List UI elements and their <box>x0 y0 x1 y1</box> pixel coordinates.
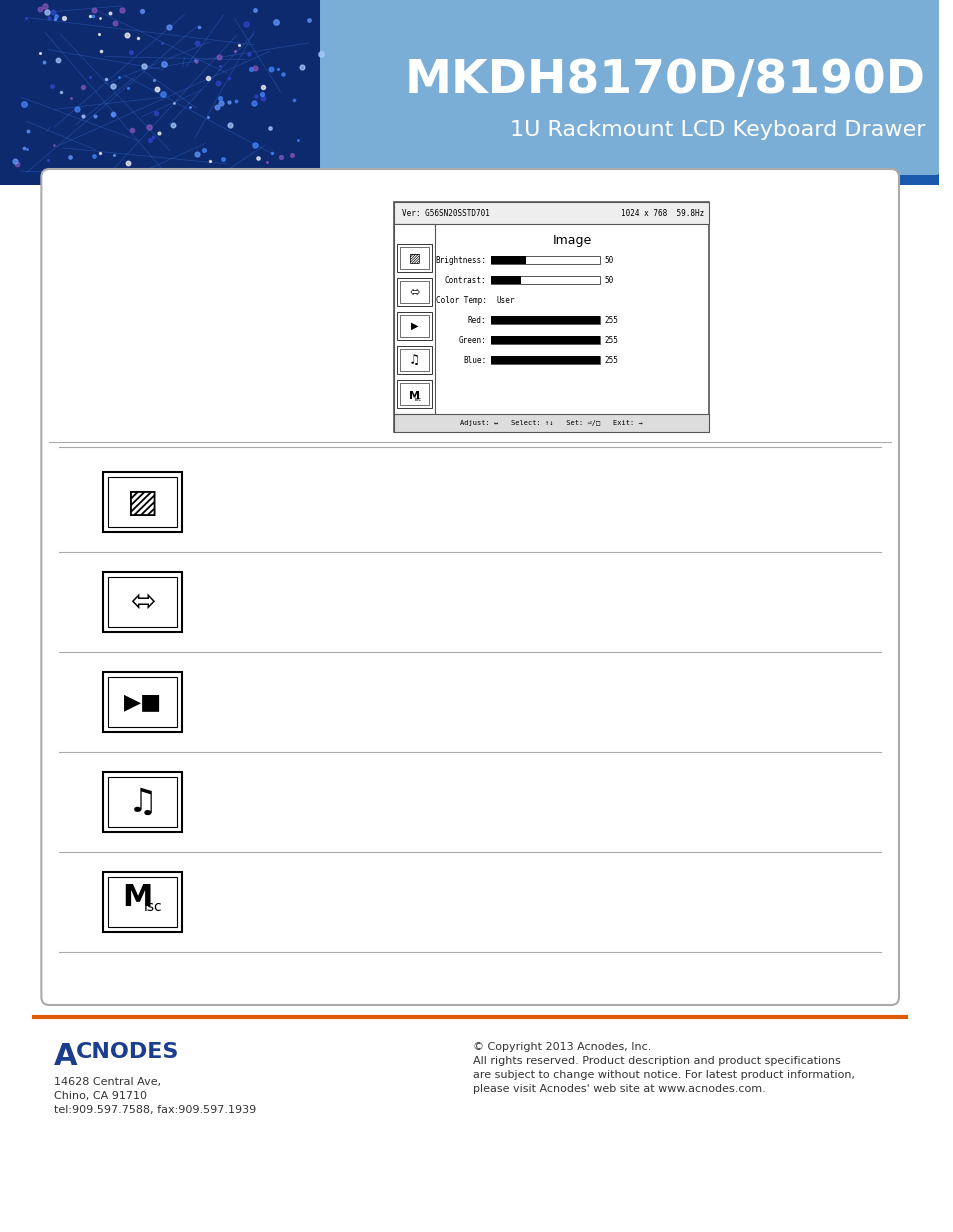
Bar <box>396 312 432 340</box>
Bar <box>103 671 182 732</box>
Text: Contrast:: Contrast: <box>444 276 486 285</box>
Text: Adjust: ↔   Select: ↑↓   Set: ⏎/□   Exit: →: Adjust: ↔ Select: ↑↓ Set: ⏎/□ Exit: → <box>459 420 642 426</box>
Bar <box>394 202 708 432</box>
Text: Ver: G56SN20SSTD701: Ver: G56SN20SSTD701 <box>401 208 489 218</box>
Bar <box>0 0 939 185</box>
Text: Color Temp:: Color Temp: <box>436 296 486 304</box>
Bar <box>103 472 182 532</box>
Text: ▶: ▶ <box>411 322 417 331</box>
Text: CNODES: CNODES <box>75 1042 179 1062</box>
Text: Red:: Red: <box>467 315 486 324</box>
Text: 1U Rackmount LCD Keyboard Drawer: 1U Rackmount LCD Keyboard Drawer <box>510 120 924 140</box>
Bar <box>109 477 177 527</box>
Text: User: User <box>496 296 515 304</box>
Bar <box>491 276 599 285</box>
Text: MKDH8170D/8190D: MKDH8170D/8190D <box>404 58 924 102</box>
Bar <box>103 872 182 931</box>
Text: ▨: ▨ <box>127 485 158 519</box>
Bar <box>109 577 177 627</box>
Bar <box>103 572 182 632</box>
Text: isc: isc <box>415 397 422 402</box>
Text: ♫: ♫ <box>409 354 419 366</box>
Text: 255: 255 <box>604 315 618 324</box>
Text: ▶■: ▶■ <box>124 692 162 712</box>
Text: ▨: ▨ <box>408 251 420 265</box>
Text: 50: 50 <box>604 276 613 285</box>
Bar <box>396 379 432 408</box>
Text: Brightness:: Brightness: <box>436 255 486 265</box>
Bar <box>491 336 599 344</box>
Bar <box>394 414 708 432</box>
Text: ♫: ♫ <box>128 786 157 818</box>
Text: 50: 50 <box>604 255 613 265</box>
Text: isc: isc <box>143 901 162 914</box>
Bar <box>394 224 435 414</box>
Bar <box>491 356 599 363</box>
Bar <box>491 336 599 344</box>
Bar <box>109 678 177 727</box>
Text: A: A <box>54 1042 78 1071</box>
Bar <box>491 356 599 363</box>
Bar <box>399 349 429 371</box>
Bar <box>396 346 432 375</box>
Text: 14628 Central Ave,
Chino, CA 91710
tel:909.597.7588, fax:909.597.1939: 14628 Central Ave, Chino, CA 91710 tel:9… <box>54 1077 256 1115</box>
Bar <box>103 772 182 832</box>
Text: ⬄: ⬄ <box>130 588 155 616</box>
Bar <box>491 315 599 324</box>
FancyBboxPatch shape <box>41 169 898 1005</box>
Text: M: M <box>409 391 419 400</box>
Text: ⬄: ⬄ <box>409 286 419 298</box>
Bar <box>396 278 432 306</box>
Bar <box>491 256 599 264</box>
Bar <box>491 276 520 285</box>
Bar <box>0 0 344 185</box>
Bar <box>491 315 599 324</box>
Bar <box>399 281 429 303</box>
Text: Green:: Green: <box>458 335 486 345</box>
Text: 1024 x 768  59.8Hz: 1024 x 768 59.8Hz <box>620 208 703 218</box>
Bar <box>491 256 525 264</box>
Text: Blue:: Blue: <box>463 356 486 365</box>
Bar <box>109 877 177 926</box>
Bar <box>109 777 177 827</box>
Text: © Copyright 2013 Acnodes, Inc.
All rights reserved. Product description and prod: © Copyright 2013 Acnodes, Inc. All right… <box>472 1042 854 1094</box>
Bar <box>396 244 432 272</box>
Bar <box>394 202 708 224</box>
Bar <box>399 315 429 338</box>
Text: M: M <box>123 882 152 912</box>
Text: 255: 255 <box>604 335 618 345</box>
Bar <box>399 383 429 405</box>
Text: 255: 255 <box>604 356 618 365</box>
Bar <box>399 246 429 269</box>
FancyBboxPatch shape <box>319 0 940 175</box>
Text: Image: Image <box>552 234 591 246</box>
